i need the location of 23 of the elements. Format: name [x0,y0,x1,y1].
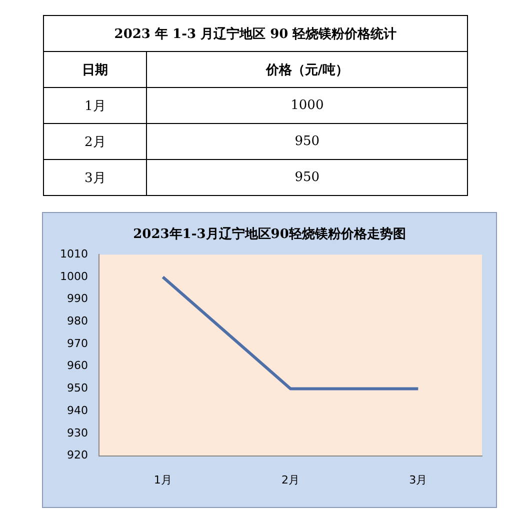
category-label: 3月 [84,170,106,186]
text: 950 [146,124,468,160]
x-tick-label: 1月 [154,473,172,486]
chart-title: 2023年1-3月辽宁地区90轻烧镁粉价格走势图 [133,226,406,242]
y-tick-label: 940 [66,404,88,417]
x-tick-label: 3月 [409,473,428,486]
y-tick-label: 960 [66,359,88,372]
y-tick-label: 1000 [60,270,88,283]
text: 1000 [146,88,468,124]
y-tick-label: 930 [66,426,88,440]
y-tick-label: 980 [66,314,88,328]
y-tick-label: 1010 [60,247,88,260]
category-label: 2月 [84,134,106,150]
y-tick-label: 970 [66,336,88,350]
x-tick-label: 2月 [281,473,300,486]
text: 950 [146,160,468,196]
y-tick-label: 920 [66,448,88,462]
y-tick-label: 950 [66,382,88,395]
category-label: 1月 [84,98,106,114]
y-tick-label: 990 [66,292,88,306]
text: 价格（元/吨） [146,52,468,88]
text: 日期 [44,52,147,88]
text: 2023 年 1-3 月辽宁地区 90 轻烧镁粉价格统计 [44,16,468,52]
